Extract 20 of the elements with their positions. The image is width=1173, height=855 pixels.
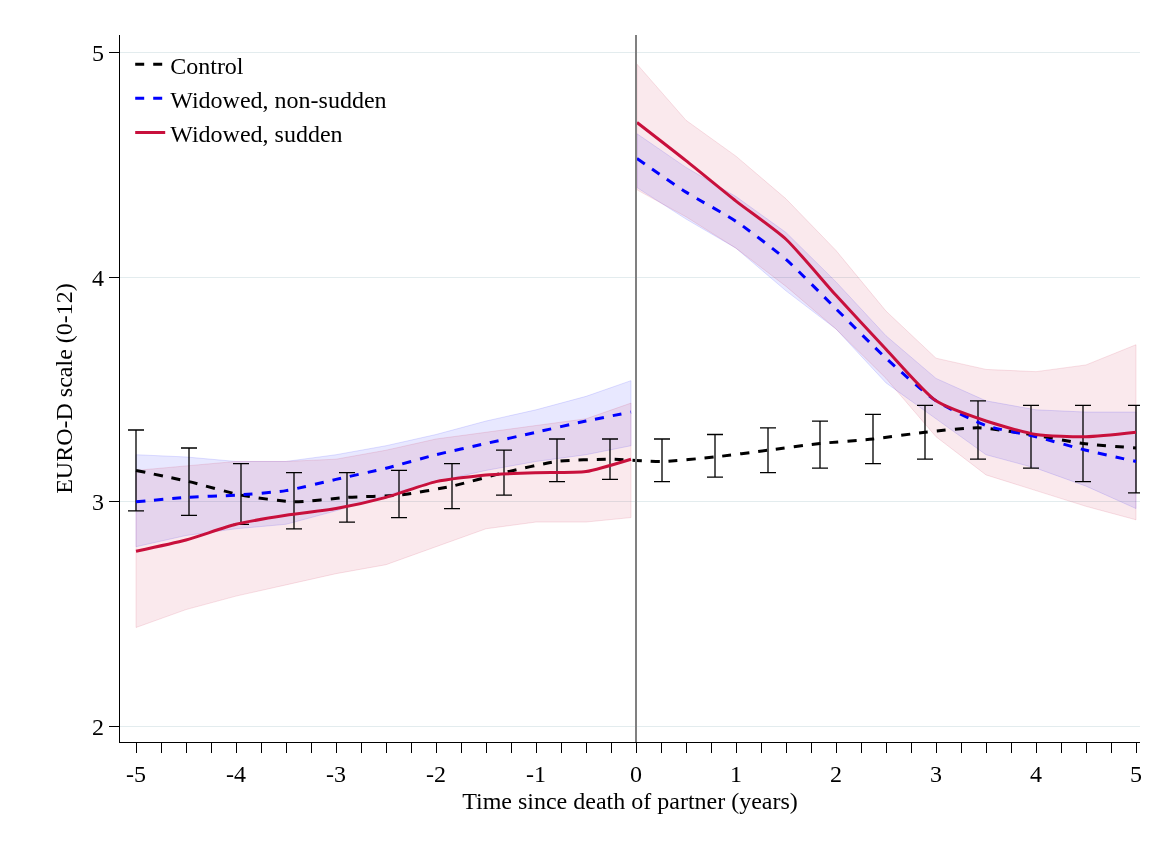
legend-label: Widowed, sudden	[170, 120, 343, 147]
x-tick-label: 3	[930, 760, 942, 787]
y-tick-label: 2	[92, 713, 105, 740]
x-tick-label: -5	[126, 760, 146, 787]
x-tick-label: 4	[1030, 760, 1042, 787]
x-tick-label: -2	[426, 760, 446, 787]
y-axis-title: EURO-D scale (0-12)	[51, 283, 78, 494]
x-tick-label: 1	[730, 760, 742, 787]
x-axis-title: Time since death of partner (years)	[462, 788, 798, 815]
y-tick-label: 4	[92, 264, 105, 291]
x-tick-label: -4	[226, 760, 246, 787]
x-tick-label: -1	[526, 760, 546, 787]
x-tick-label: -3	[326, 760, 346, 787]
y-tick-label: 5	[92, 40, 105, 67]
legend-label: Widowed, non-sudden	[170, 86, 387, 113]
x-tick-label: 2	[830, 760, 842, 787]
y-tick-label: 3	[92, 489, 105, 516]
x-tick-label: 5	[1130, 760, 1142, 787]
x-tick-label: 0	[630, 760, 642, 787]
legend-label: Control	[170, 52, 244, 79]
